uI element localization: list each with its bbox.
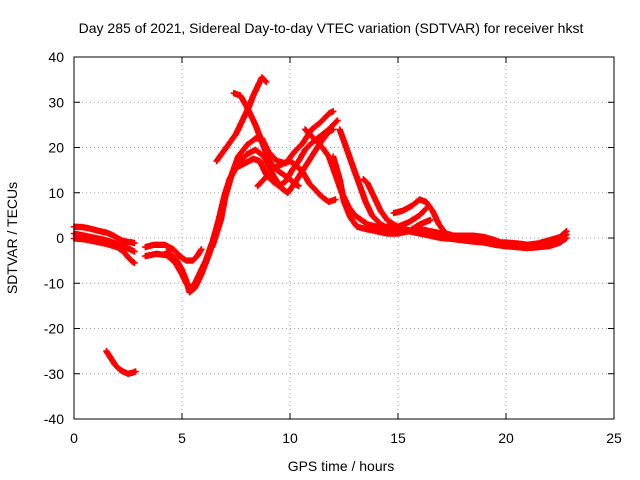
y-tick-label: 20: [48, 140, 64, 156]
plus-marker-trace: [230, 90, 302, 190]
data-marks: [70, 74, 570, 377]
plus-marker-trace: [103, 347, 139, 377]
series-track-r: [416, 225, 570, 248]
y-tick-label: -40: [44, 411, 64, 427]
grid: [74, 57, 614, 419]
x-tick-label: 0: [70, 430, 78, 446]
plus-marker-trace: [416, 225, 570, 248]
x-tick-label: 10: [282, 430, 298, 446]
y-tick-label: 30: [48, 94, 64, 110]
plot-frame: [73, 56, 615, 420]
y-tick-label: 40: [48, 49, 64, 65]
plus-marker-trace: [142, 241, 205, 264]
series-track-d: [103, 347, 139, 377]
x-tick-label: 20: [498, 430, 514, 446]
x-axis-label: GPS time / hours: [288, 458, 395, 474]
x-tick-label: 5: [178, 430, 186, 446]
y-tick-labels: -40 -30 -20 -10 0 10 20 30 40: [44, 49, 64, 427]
series-track-e: [142, 241, 205, 264]
chart-title: Day 285 of 2021, Sidereal Day-to-day VTE…: [79, 20, 584, 36]
series-track-j: [230, 90, 302, 190]
x-tick-labels: 0 5 10 15 20 25: [70, 430, 622, 446]
x-tick-label: 15: [390, 430, 406, 446]
y-tick-label: 0: [56, 230, 64, 246]
x-tick-label: 25: [606, 430, 622, 446]
series-track-k: [254, 157, 339, 205]
y-tick-label: 10: [48, 185, 64, 201]
y-tick-label: -30: [44, 366, 64, 382]
plus-marker-trace: [336, 126, 412, 235]
y-tick-label: -20: [44, 321, 64, 337]
plus-marker-trace: [254, 157, 339, 205]
series-track-n: [336, 126, 412, 235]
y-axis-label: SDTVAR / TECUs: [4, 182, 20, 294]
y-tick-label: -10: [44, 275, 64, 291]
